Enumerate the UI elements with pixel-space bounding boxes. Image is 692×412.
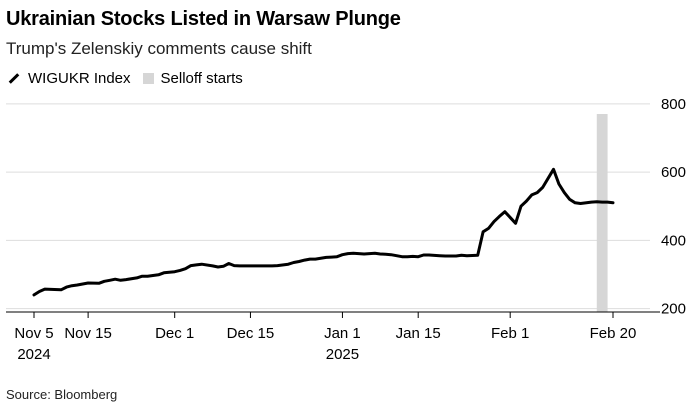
x-tick-label: Nov 5 [14,325,53,342]
y-tick-label: 600 [661,164,686,181]
y-tick-label: 800 [661,96,686,113]
y-tick-label: 200 [661,301,686,318]
legend-item-index: WIGUKR Index [6,70,131,87]
legend-item-selloff: Selloff starts [142,69,243,87]
y-tick-label: 400 [661,232,686,249]
legend-shade-swatch [142,72,154,84]
x-tick-label: Dec 15 [227,325,275,342]
x-tick-label: Jan 15 [396,325,441,342]
x-tick-sublabel: 2024 [17,346,50,363]
legend-label-index: WIGUKR Index [28,69,131,87]
x-tick-label: Jan 1 [324,325,361,342]
x-tick-label: Feb 1 [491,325,529,342]
selloff-band [596,114,608,312]
legend: WIGUKR Index Selloff starts [6,68,255,88]
x-tick-label: Feb 20 [590,325,637,342]
x-tick-sublabel: 2025 [326,346,359,363]
chart-title: Ukrainian Stocks Listed in Warsaw Plunge [6,8,401,30]
x-tick-label: Nov 15 [64,325,112,342]
x-tick-label: Dec 1 [155,325,194,342]
series-line-wigukr [32,167,615,297]
chart-subtitle: Trump's Zelenskiy comments cause shift [6,39,312,58]
legend-label-selloff: Selloff starts [160,69,243,87]
source-note: Source: Bloomberg [6,387,118,402]
